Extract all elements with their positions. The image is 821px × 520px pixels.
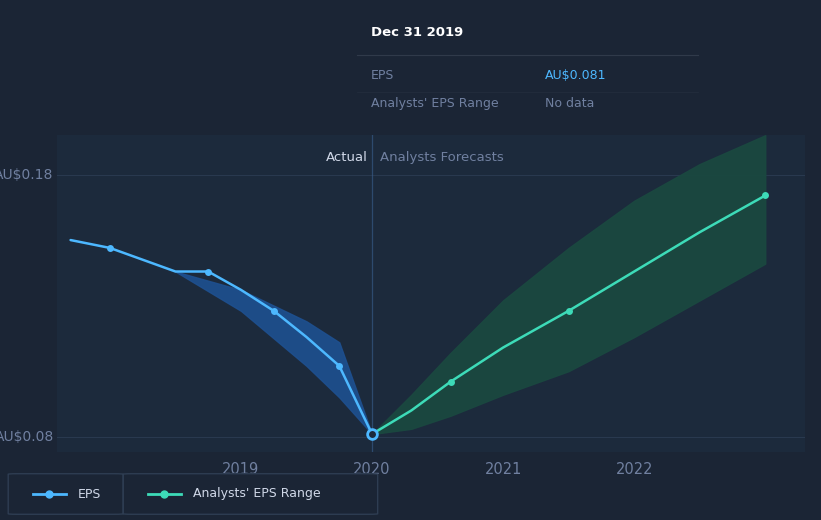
Text: Actual: Actual xyxy=(326,151,368,164)
Text: AU$0.08: AU$0.08 xyxy=(0,430,53,444)
Text: EPS: EPS xyxy=(371,69,394,82)
Text: Analysts Forecasts: Analysts Forecasts xyxy=(380,151,503,164)
Text: EPS: EPS xyxy=(78,488,101,500)
Text: AU$0.081: AU$0.081 xyxy=(544,69,606,82)
Text: No data: No data xyxy=(544,97,594,110)
Text: Dec 31 2019: Dec 31 2019 xyxy=(371,25,463,38)
Text: Analysts' EPS Range: Analysts' EPS Range xyxy=(371,97,498,110)
Text: Analysts' EPS Range: Analysts' EPS Range xyxy=(193,488,320,500)
Text: AU$0.18: AU$0.18 xyxy=(0,167,53,181)
